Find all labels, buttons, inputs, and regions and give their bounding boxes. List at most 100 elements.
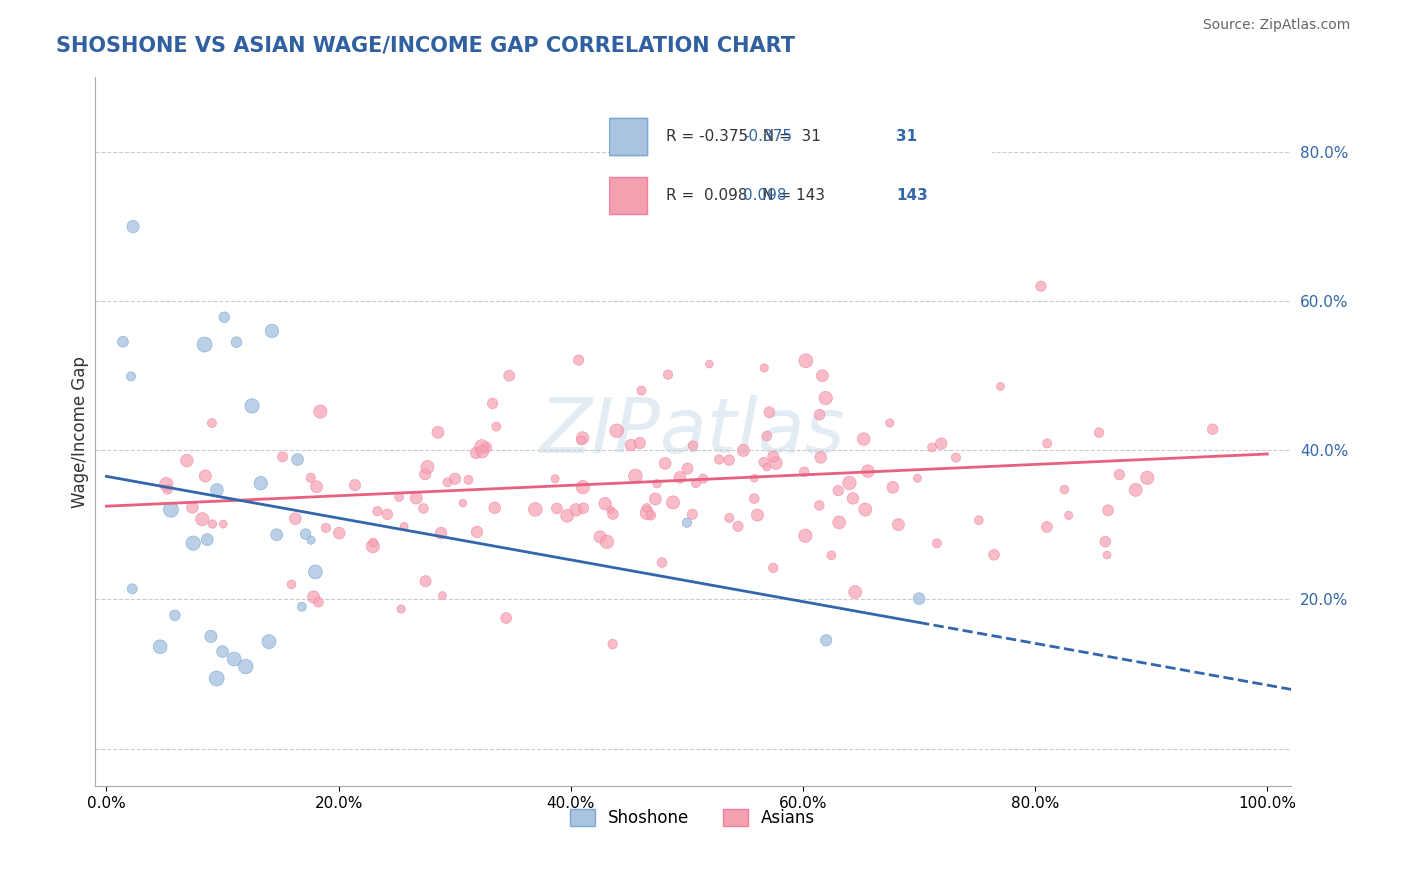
- Point: [240, 399, 263, 413]
- Point: [630, 384, 652, 398]
- Point: [451, 496, 474, 510]
- Point: [707, 452, 730, 467]
- Point: [465, 524, 488, 539]
- Point: [120, 369, 142, 384]
- Point: [149, 640, 172, 654]
- Point: [657, 368, 679, 382]
- Point: [366, 504, 388, 518]
- Point: [758, 405, 780, 419]
- Point: [685, 476, 707, 491]
- Point: [572, 501, 595, 516]
- Point: [808, 499, 831, 513]
- Point: [752, 455, 775, 469]
- Point: [412, 501, 434, 516]
- Point: [654, 457, 676, 471]
- Point: [1136, 471, 1159, 485]
- Point: [181, 500, 204, 515]
- Point: [929, 436, 952, 450]
- Point: [224, 652, 246, 666]
- Point: [280, 577, 302, 591]
- Point: [415, 574, 437, 589]
- Point: [762, 450, 785, 464]
- Point: [436, 475, 458, 490]
- Point: [160, 502, 183, 516]
- Point: [645, 476, 668, 491]
- Point: [266, 528, 288, 542]
- Point: [1088, 425, 1111, 440]
- Point: [676, 461, 699, 475]
- Point: [718, 511, 741, 525]
- Point: [163, 608, 186, 623]
- Point: [565, 503, 588, 517]
- Point: [194, 469, 217, 483]
- Point: [755, 460, 778, 475]
- Point: [465, 446, 488, 460]
- Point: [555, 508, 578, 523]
- Point: [669, 470, 692, 484]
- Point: [681, 508, 703, 522]
- Point: [201, 516, 224, 531]
- Point: [887, 517, 910, 532]
- Text: Source: ZipAtlas.com: Source: ZipAtlas.com: [1202, 18, 1350, 32]
- Point: [444, 472, 467, 486]
- Point: [181, 536, 204, 550]
- Point: [747, 508, 769, 522]
- Y-axis label: Wage/Income Gap: Wage/Income Gap: [72, 356, 89, 508]
- Point: [742, 471, 765, 485]
- Point: [481, 396, 503, 410]
- Point: [1029, 279, 1052, 293]
- Point: [727, 519, 749, 533]
- Point: [544, 472, 567, 486]
- Point: [212, 517, 235, 532]
- Point: [214, 310, 236, 325]
- Point: [1036, 436, 1059, 450]
- Point: [299, 533, 322, 548]
- Point: [765, 456, 787, 470]
- Point: [810, 450, 832, 465]
- Point: [475, 441, 498, 455]
- Point: [235, 659, 257, 673]
- Point: [568, 353, 591, 368]
- Point: [257, 634, 280, 648]
- Point: [315, 521, 337, 535]
- Text: ZIPatlas: ZIPatlas: [540, 394, 845, 468]
- Point: [853, 502, 876, 516]
- Point: [662, 495, 685, 509]
- Point: [644, 491, 666, 506]
- Point: [814, 391, 837, 405]
- Point: [457, 473, 479, 487]
- Point: [879, 416, 901, 430]
- Point: [828, 516, 851, 530]
- Point: [546, 501, 568, 516]
- Point: [620, 438, 643, 452]
- Point: [176, 453, 198, 467]
- Point: [852, 432, 875, 446]
- Point: [640, 508, 662, 523]
- Point: [815, 633, 838, 648]
- Point: [193, 337, 215, 351]
- Point: [636, 506, 658, 520]
- Point: [205, 672, 228, 686]
- Point: [225, 335, 247, 350]
- Point: [1036, 520, 1059, 534]
- Point: [430, 526, 453, 541]
- Point: [328, 526, 350, 541]
- Point: [305, 480, 328, 494]
- Point: [990, 379, 1012, 393]
- Point: [692, 472, 714, 486]
- Point: [589, 530, 612, 544]
- Point: [842, 491, 865, 506]
- Point: [1094, 534, 1116, 549]
- Point: [308, 595, 330, 609]
- Point: [389, 602, 412, 616]
- Point: [921, 440, 943, 454]
- Point: [205, 483, 228, 497]
- Point: [287, 452, 309, 467]
- Legend: Shoshone, Asians: Shoshone, Asians: [564, 803, 823, 834]
- Point: [111, 334, 134, 349]
- Point: [596, 534, 619, 549]
- Point: [377, 508, 399, 522]
- Point: [682, 439, 704, 453]
- Point: [718, 453, 741, 467]
- Point: [122, 219, 145, 234]
